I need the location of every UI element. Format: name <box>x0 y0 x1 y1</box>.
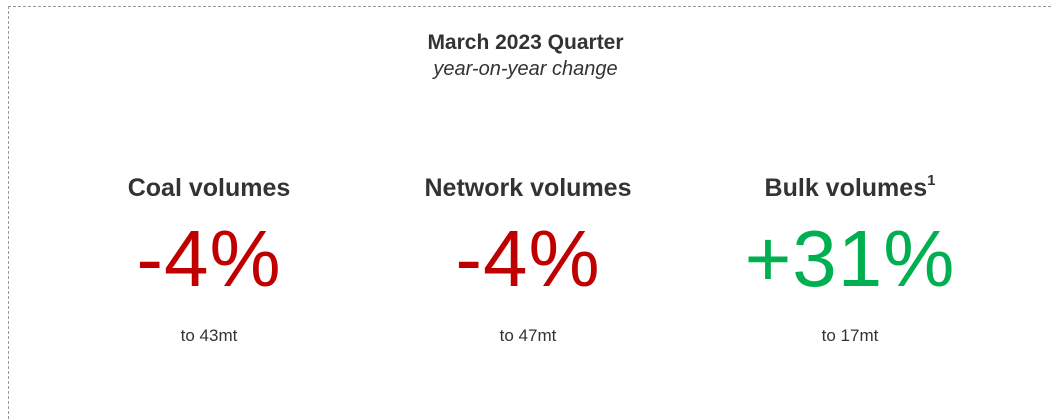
metric-value: -4% <box>455 214 601 303</box>
footnote-marker: 1 <box>927 171 936 189</box>
metric-detail: to 47mt <box>499 326 557 345</box>
page-title: March 2023 Quarter <box>427 31 624 54</box>
metric-detail: to 43mt <box>180 326 238 345</box>
dashed-panel-border <box>8 6 1051 419</box>
metric-label-text: Bulk volumes <box>764 174 928 202</box>
metric-bulk-volumes: Bulk volumes1 +31% to 17mt <box>680 172 1020 347</box>
metric-value: +31% <box>744 214 956 303</box>
metric-network-volumes: Network volumes -4% to 47mt <box>358 172 698 347</box>
metric-label: Coal volumes <box>39 172 379 204</box>
metric-label: Bulk volumes1 <box>680 172 1020 204</box>
metric-detail: to 17mt <box>821 326 879 345</box>
metric-coal-volumes: Coal volumes -4% to 43mt <box>39 172 379 347</box>
metric-value: -4% <box>136 214 282 303</box>
page-subtitle: year-on-year change <box>433 58 618 80</box>
metric-label-text: Coal volumes <box>127 174 291 202</box>
metric-label-text: Network volumes <box>424 174 632 202</box>
metric-label: Network volumes <box>358 172 698 204</box>
header: March 2023 Quarter year-on-year change <box>0 30 1051 82</box>
